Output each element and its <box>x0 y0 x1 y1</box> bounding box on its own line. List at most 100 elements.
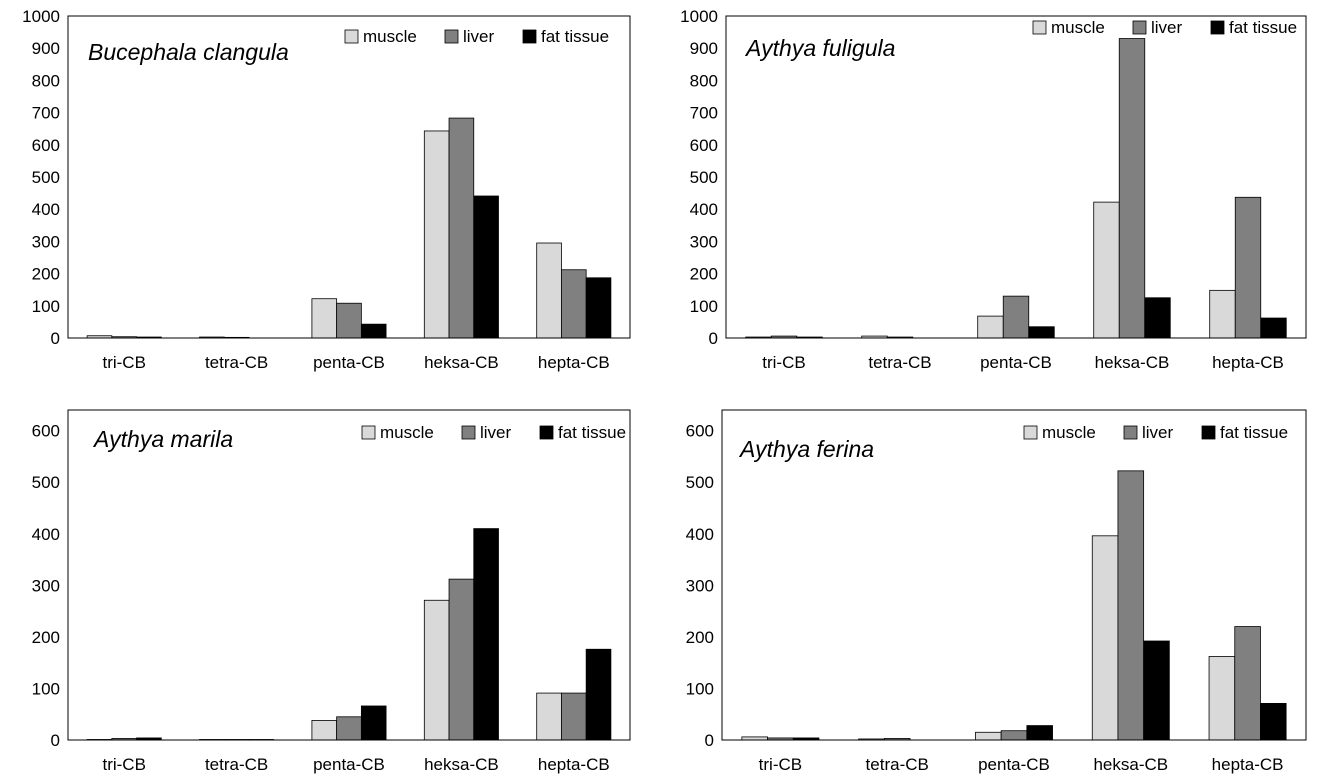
legend-label-liver: liver <box>1151 18 1183 37</box>
y-tick-label: 100 <box>32 297 60 316</box>
bar-muscle-hepta-CB <box>536 692 562 741</box>
y-tick-label: 700 <box>32 104 60 123</box>
y-tick-label: 600 <box>686 422 714 441</box>
chart-panel-4: 0 100 200 300 400 500 600 tri-CB tetra-CB penta-C… <box>686 409 1307 774</box>
legend-swatch-liver <box>1132 20 1147 35</box>
legend-swatch-muscle <box>1023 425 1038 440</box>
legend-label-fat-tissue: fat tissue <box>558 423 626 442</box>
category-label: penta-CB <box>978 755 1050 774</box>
bar-fat-tissue-heksa-CB <box>1144 297 1171 339</box>
category-label: tetra-CB <box>205 755 268 774</box>
category-label: penta-CB <box>313 353 385 372</box>
y-tick-label: 600 <box>32 136 60 155</box>
bar-muscle-hepta-CB <box>1208 656 1236 741</box>
y-tick-label: 0 <box>705 731 714 750</box>
y-tick-label: 200 <box>690 265 718 284</box>
category-label: tri-CB <box>762 353 805 372</box>
plot-frame <box>725 15 1307 339</box>
bar-liver-heksa-CB <box>1117 470 1145 741</box>
bar-liver-hepta-CB <box>1234 196 1262 339</box>
legend-swatch-liver <box>461 425 476 440</box>
legend-label-muscle: muscle <box>363 27 417 46</box>
bar-fat-tissue-hepta-CB <box>1260 702 1287 741</box>
bar-muscle-penta-CB <box>311 298 338 339</box>
y-tick-label: 600 <box>690 136 718 155</box>
panel-title: Aythya marila <box>92 426 233 452</box>
bar-liver-penta-CB <box>1002 295 1030 339</box>
bar-fat-tissue-penta-CB <box>360 323 387 339</box>
y-tick-label: 600 <box>32 422 60 441</box>
bar-muscle-hepta-CB <box>1209 289 1236 339</box>
y-tick-label: 500 <box>686 473 714 492</box>
legend-swatch-liver <box>1123 425 1138 440</box>
y-tick-label: 300 <box>32 232 60 251</box>
y-tick-label: 0 <box>51 329 60 348</box>
bar-muscle-heksa-CB <box>1093 201 1120 339</box>
bar-liver-hepta-CB <box>561 692 587 741</box>
category-label: hepta-CB <box>1212 755 1284 774</box>
y-tick-label: 500 <box>32 473 60 492</box>
y-tick-label: 400 <box>32 525 60 544</box>
y-tick-label: 100 <box>686 679 714 698</box>
category-label: tri-CB <box>759 755 802 774</box>
y-tick-label: 400 <box>686 525 714 544</box>
bar-muscle-penta-CB <box>975 731 1002 741</box>
category-label: tetra-CB <box>868 353 931 372</box>
y-tick-label: 900 <box>32 39 60 58</box>
category-label: heksa-CB <box>424 755 499 774</box>
bar-liver-heksa-CB <box>1118 38 1146 339</box>
bar-muscle-heksa-CB <box>1091 535 1119 741</box>
y-tick-label: 0 <box>51 731 60 750</box>
chart-panel-1: 0 100 200 300 400 500 600 700 800 900 1000 tri-CB te… <box>22 7 631 372</box>
y-tick-label: 0 <box>709 329 718 348</box>
y-tick-label: 800 <box>690 71 718 90</box>
bar-liver-hepta-CB <box>1234 626 1261 741</box>
bar-fat-tissue-penta-CB <box>360 705 387 741</box>
bar-liver-penta-CB <box>1000 730 1028 741</box>
bar-muscle-heksa-CB <box>423 599 450 741</box>
bar-fat-tissue-hepta-CB <box>585 277 612 339</box>
y-tick-label: 100 <box>32 679 60 698</box>
legend-label-muscle: muscle <box>1051 18 1105 37</box>
category-label: hepta-CB <box>1212 353 1284 372</box>
y-tick-label: 500 <box>32 168 60 187</box>
bar-fat-tissue-heksa-CB <box>473 195 499 339</box>
legend-swatch-fat-tissue <box>1201 425 1216 440</box>
legend-swatch-muscle <box>361 425 376 440</box>
bar-muscle-heksa-CB <box>423 130 450 339</box>
bar-muscle-hepta-CB <box>536 242 562 339</box>
category-label: penta-CB <box>980 353 1052 372</box>
legend-label-liver: liver <box>463 27 495 46</box>
y-tick-label: 900 <box>690 39 718 58</box>
category-label: tetra-CB <box>866 755 929 774</box>
y-tick-label: 200 <box>32 628 60 647</box>
legend-label-fat-tissue: fat tissue <box>1220 423 1288 442</box>
panel-title: Bucephala clangula <box>88 39 289 65</box>
y-tick-label: 500 <box>690 168 718 187</box>
y-tick-label: 200 <box>686 628 714 647</box>
legend-label-fat-tissue: fat tissue <box>1229 18 1297 37</box>
category-label: hepta-CB <box>538 755 610 774</box>
legend-swatch-fat-tissue <box>539 425 554 440</box>
bar-fat-tissue-heksa-CB <box>1143 640 1170 741</box>
category-label: hepta-CB <box>538 353 610 372</box>
plot-frame <box>67 409 631 741</box>
y-tick-label: 1000 <box>680 7 718 26</box>
y-tick-label: 200 <box>32 265 60 284</box>
bar-liver-hepta-CB <box>561 269 587 339</box>
bar-liver-penta-CB <box>336 302 362 339</box>
bar-muscle-penta-CB <box>311 720 338 741</box>
bar-fat-tissue-heksa-CB <box>473 528 499 741</box>
y-tick-label: 700 <box>690 104 718 123</box>
legend-label-liver: liver <box>1142 423 1174 442</box>
legend-label-muscle: muscle <box>1042 423 1096 442</box>
y-tick-label: 300 <box>32 576 60 595</box>
bar-liver-heksa-CB <box>448 578 475 741</box>
category-label: tetra-CB <box>205 353 268 372</box>
bar-liver-heksa-CB <box>448 117 475 339</box>
bar-muscle-penta-CB <box>977 315 1004 339</box>
category-label: tri-CB <box>102 353 145 372</box>
category-label: heksa-CB <box>1093 755 1168 774</box>
y-tick-label: 800 <box>32 71 60 90</box>
